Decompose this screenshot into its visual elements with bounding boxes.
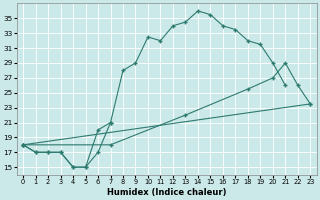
X-axis label: Humidex (Indice chaleur): Humidex (Indice chaleur) (107, 188, 227, 197)
